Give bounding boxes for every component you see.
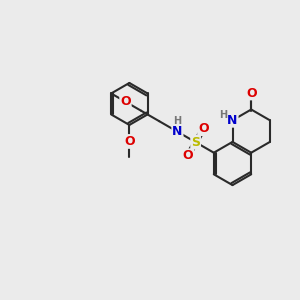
Text: O: O [246,86,256,100]
Text: H: H [173,116,181,126]
Text: S: S [191,136,200,149]
Text: O: O [182,149,193,162]
Text: N: N [227,114,238,127]
Text: O: O [198,122,209,135]
Text: O: O [124,135,135,148]
Text: N: N [172,125,183,138]
Text: H: H [219,110,227,120]
Text: O: O [120,95,131,108]
